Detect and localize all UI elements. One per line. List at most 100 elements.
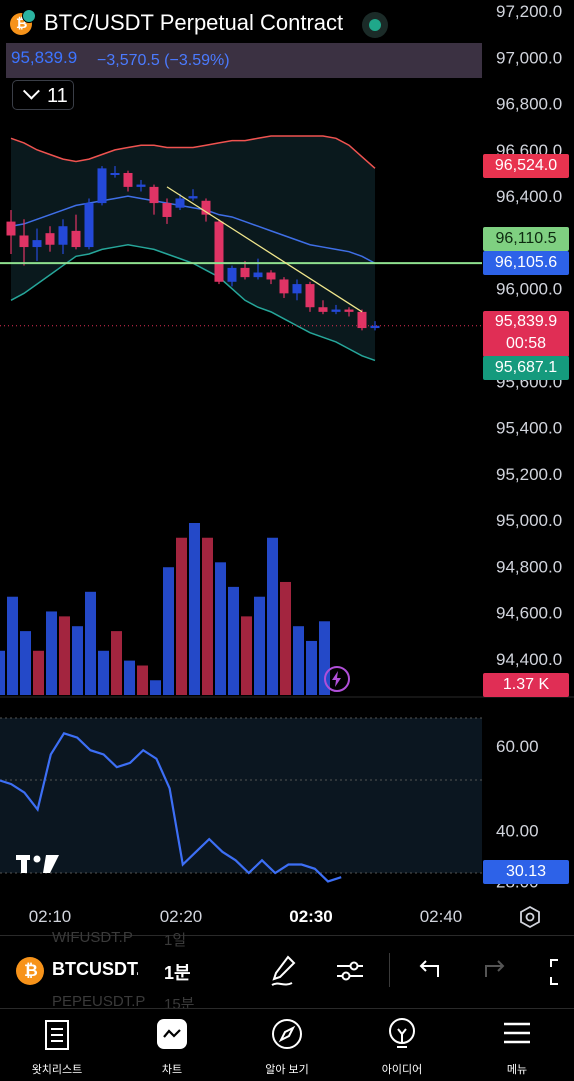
fullscreen-icon[interactable] [548, 957, 574, 987]
ghost-interval-top: 1일 [164, 932, 187, 949]
bottom-navigation: 왓치리스트 차트 알아 보기 아이디어 메뉴 [0, 1008, 574, 1081]
chevron-down-icon [22, 82, 40, 100]
volume-bar [150, 680, 161, 695]
candle-body [175, 198, 185, 208]
rsi-tick-label: 60.00 [496, 737, 539, 756]
volume-bar [20, 631, 31, 695]
chart-canvas[interactable]: 97,200.097,000.096,800.096,600.096,400.0… [0, 0, 574, 935]
chart-settings-icon[interactable] [518, 905, 542, 929]
price-tick-label: 95,400.0 [496, 419, 562, 438]
candle-body [344, 309, 354, 312]
nav-watchlist-label: 왓치리스트 [31, 1064, 83, 1076]
nav-explore[interactable]: 알아 보기 [237, 1009, 337, 1081]
candle-body [123, 173, 133, 187]
lightning-icon[interactable] [324, 666, 350, 692]
last-price-tag: 95,839.9 00:58 [483, 311, 569, 357]
bitcoin-symbol-icon: ₿ [16, 957, 44, 985]
nav-menu[interactable]: 메뉴 [467, 1009, 567, 1081]
candle-body [357, 311, 367, 329]
candle-body [136, 184, 146, 187]
volume-bar [72, 626, 83, 695]
volume-bar [293, 626, 304, 695]
undo-icon[interactable] [414, 957, 444, 985]
volume-bar [202, 537, 213, 695]
time-tick-label: 02:20 [160, 907, 203, 926]
candle-body [149, 186, 159, 204]
bb-middle-tag: 96,105.6 [483, 251, 569, 275]
price-tick-label: 94,800.0 [496, 557, 562, 576]
candle-body [305, 284, 315, 308]
volume-bars [0, 523, 330, 695]
volume-bar [267, 537, 278, 695]
candle-body [253, 272, 263, 278]
nav-watchlist[interactable]: 왓치리스트 [7, 1009, 107, 1081]
nav-ideas[interactable]: 아이디어 [352, 1009, 452, 1081]
volume-bar [85, 591, 96, 695]
candle-body [58, 226, 68, 245]
bb-upper-tag: 96,524.0 [483, 154, 569, 178]
price-tick-label: 94,600.0 [496, 604, 562, 623]
redo-icon[interactable] [480, 957, 510, 985]
nav-menu-label: 메뉴 [506, 1064, 528, 1076]
price-tick-label: 96,400.0 [496, 187, 562, 206]
price-change-bar: 95,839.9 −3,570.5 (−3.59%) [6, 43, 482, 78]
price-tick-label: 96,000.0 [496, 280, 562, 299]
indicator-count: 11 [47, 85, 68, 107]
nav-explore-label: 알아 보기 [265, 1064, 309, 1076]
nav-chart-label: 차트 [161, 1064, 183, 1076]
volume-tag: 1.37 K [483, 673, 569, 697]
chart-toolbar: WIFUSDT.P 1일 PEPEUSDT.P 15분 ₿ BTCUSDT.P … [0, 929, 574, 1013]
chart-overlays [0, 186, 482, 327]
volume-bar [241, 616, 252, 695]
interval-selector[interactable]: 1분 [164, 963, 191, 983]
candle-body [227, 267, 237, 282]
price-tick-label: 97,000.0 [496, 48, 562, 67]
candle-body [201, 200, 211, 215]
candle-body [32, 240, 42, 248]
volume-bar [319, 621, 330, 695]
last-price: 95,839.9 [11, 48, 78, 67]
ghost-symbol-bottom: PEPEUSDT.P [52, 993, 146, 1010]
volume-bar [215, 562, 226, 695]
volume-bar [176, 537, 187, 695]
bb-upper-line [10, 135, 376, 169]
volume-bar [137, 665, 148, 695]
candle-body [19, 235, 29, 248]
rsi-panel-background [0, 696, 574, 874]
nav-chart[interactable]: 차트 [122, 1009, 222, 1081]
rsi-band-fill [0, 718, 482, 873]
candle-body [110, 173, 120, 175]
volume-bar [124, 660, 135, 695]
candle-body [97, 168, 107, 204]
candle-body [266, 272, 276, 280]
bollinger-band-fill [11, 135, 375, 361]
candle-body [279, 279, 289, 294]
volume-bar [33, 650, 44, 695]
candle-body [370, 325, 380, 329]
price-tick-label: 95,200.0 [496, 465, 562, 484]
bb-middle-line [10, 195, 376, 264]
candle-body [84, 203, 94, 248]
indicators-toggle-button[interactable]: 11 [12, 80, 74, 110]
rsi-tick-label: 40.00 [496, 822, 539, 841]
bitcoin-icon: ₿ [10, 9, 36, 35]
time-axis: 02:10 02:20 02:30 02:40 [29, 907, 463, 926]
volume-bar [98, 650, 109, 695]
price-tick-label: 97,200.0 [496, 2, 562, 21]
drawing-tools-icon[interactable] [268, 953, 300, 989]
bollinger-fill-area [11, 135, 375, 361]
volume-bar [0, 650, 5, 695]
candle-body [214, 221, 224, 282]
toolbar-divider [389, 953, 390, 987]
volume-bar [7, 596, 18, 695]
market-status-icon[interactable] [362, 12, 388, 38]
volume-bar [189, 523, 200, 695]
page-title: BTC/USDT Perpetual Contract [44, 10, 344, 35]
menu-icon [504, 1022, 530, 1044]
tradingview-logo-icon [16, 853, 60, 875]
price-tick-label: 96,800.0 [496, 95, 562, 114]
candle-body [188, 196, 198, 199]
symbol-selector[interactable]: BTCUSDT.P [52, 959, 138, 979]
volume-bar [228, 586, 239, 695]
indicators-settings-icon[interactable] [334, 955, 366, 987]
